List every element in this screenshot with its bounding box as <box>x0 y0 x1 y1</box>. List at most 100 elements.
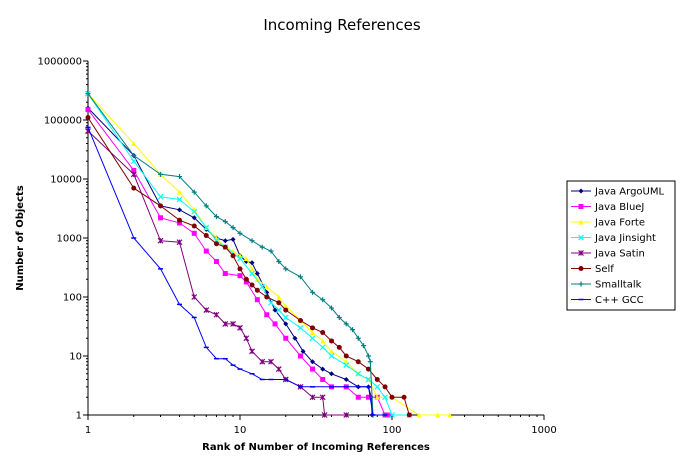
data-point <box>264 312 270 318</box>
data-point <box>276 294 282 300</box>
series-smalltalk <box>85 91 388 418</box>
data-point <box>264 284 270 290</box>
data-point <box>237 266 243 272</box>
data-point <box>243 335 250 342</box>
data-point <box>213 214 219 220</box>
data-point <box>320 376 326 382</box>
data-point <box>230 253 236 259</box>
data-point <box>343 376 349 382</box>
data-point <box>254 276 260 282</box>
y-tick-label: 100 <box>63 293 82 304</box>
data-point <box>222 271 228 277</box>
data-point <box>272 307 278 313</box>
data-point <box>276 258 282 264</box>
legend-item: Java BlueJ <box>571 202 644 213</box>
data-point <box>191 189 197 195</box>
series-self <box>85 115 412 418</box>
data-point <box>365 394 371 400</box>
data-point <box>310 325 316 331</box>
series-line <box>87 93 410 416</box>
data-point <box>283 266 289 272</box>
data-point <box>329 371 335 377</box>
data-point <box>268 299 274 306</box>
data-point <box>309 335 316 342</box>
data-point <box>343 412 350 418</box>
legend-item: Java Jinsight <box>571 233 656 244</box>
data-point <box>213 258 219 264</box>
data-point <box>158 171 164 177</box>
legend: Java ArgoUML Java BlueJ Java Forte Java Jin… <box>566 180 676 311</box>
data-point <box>389 412 395 418</box>
data-point <box>158 203 164 209</box>
data-point <box>191 208 198 215</box>
data-point <box>249 348 255 355</box>
y-tick-label: 10 <box>69 352 82 363</box>
data-point <box>309 394 316 401</box>
legend-label: C++ GCC <box>595 295 644 306</box>
data-point <box>336 314 342 320</box>
data-point <box>131 140 137 146</box>
data-point <box>447 412 453 418</box>
data-point <box>389 394 395 400</box>
series-java-argouml <box>85 105 375 418</box>
y-axis-title: Number of Objects <box>15 185 26 291</box>
data-point <box>191 294 198 300</box>
data-point <box>203 248 209 254</box>
data-point <box>191 223 197 229</box>
legend-label: Java Forte <box>594 218 645 229</box>
series-line <box>87 127 385 416</box>
data-point <box>222 238 228 244</box>
data-point <box>282 314 289 321</box>
data-point <box>157 237 164 244</box>
data-point <box>283 335 289 341</box>
data-point <box>365 376 372 383</box>
data-point <box>237 230 243 236</box>
data-point <box>321 412 328 418</box>
data-point <box>176 239 183 246</box>
data-point <box>268 358 274 365</box>
data-point <box>310 289 316 295</box>
series-layer <box>85 90 453 418</box>
data-point <box>365 353 371 359</box>
data-point <box>158 215 164 221</box>
data-point <box>329 348 335 354</box>
series-line <box>87 130 347 416</box>
legend-item: C++ GCC <box>571 295 644 306</box>
data-point <box>243 276 249 282</box>
legend-label: Java BlueJ <box>594 202 644 213</box>
data-point <box>578 204 584 209</box>
data-point <box>350 327 356 333</box>
y-tick-label: 1000 <box>57 234 82 245</box>
data-point <box>310 359 316 365</box>
data-point <box>578 188 584 194</box>
data-point <box>222 320 229 327</box>
data-point <box>254 271 260 277</box>
legend-label: Self <box>595 264 614 275</box>
data-point <box>85 115 91 121</box>
data-point <box>237 324 243 331</box>
data-point <box>361 343 367 349</box>
data-point <box>268 248 274 254</box>
data-point <box>578 234 584 241</box>
legend-label: Java Satin <box>594 249 645 260</box>
data-point <box>275 307 282 314</box>
legend-item: Self <box>571 264 614 275</box>
data-point <box>203 233 209 239</box>
data-point <box>355 359 361 365</box>
data-point <box>320 338 326 344</box>
data-point <box>131 167 137 173</box>
legend-item: Java ArgoUML <box>571 187 664 198</box>
y-tick-label: 100000 <box>44 116 82 127</box>
data-point <box>374 383 381 390</box>
legend-item: Java Forte <box>571 218 645 229</box>
x-tick-label: 1 <box>85 425 91 436</box>
data-point <box>222 244 228 250</box>
data-point <box>297 324 304 331</box>
data-point <box>275 366 282 373</box>
data-point <box>249 260 255 266</box>
data-point <box>297 274 303 280</box>
data-point <box>213 311 220 318</box>
data-point <box>213 241 219 247</box>
legend-item: Java Satin <box>571 249 645 260</box>
